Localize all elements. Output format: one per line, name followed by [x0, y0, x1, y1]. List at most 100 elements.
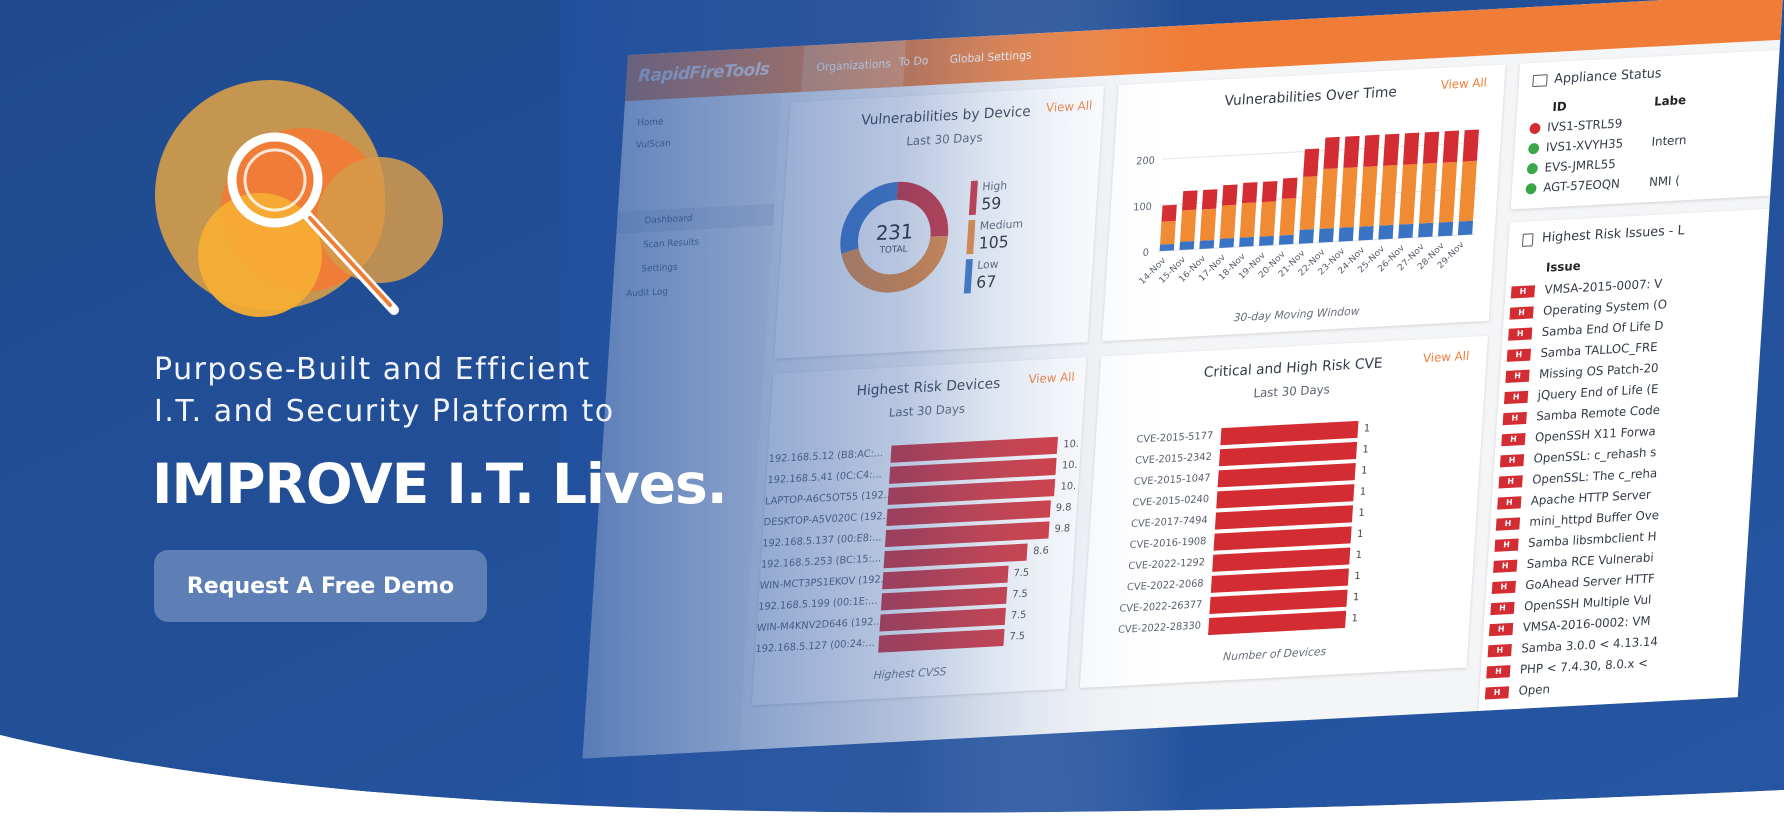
bar[interactable]: [1213, 526, 1352, 551]
sidebar-item-vulscan[interactable]: VulScan: [635, 138, 672, 151]
bar-segment: [1258, 235, 1274, 246]
appliance-row[interactable]: AGT-57EOQN NMI (: [1525, 173, 1680, 196]
y-tick-label: 100: [1133, 202, 1152, 214]
view-all-link[interactable]: View All: [1440, 75, 1488, 92]
tab-todo[interactable]: To Do: [898, 54, 929, 69]
bar-segment: [1323, 136, 1340, 169]
bar[interactable]: [1217, 463, 1356, 488]
bar-segment: [1442, 130, 1460, 163]
legend-label-medium: Medium: [979, 217, 1024, 233]
severity-badge: H: [1491, 580, 1517, 594]
appliance-row[interactable]: EVS-JMRL55: [1526, 156, 1617, 176]
bar-category-label: 192.168.5.41 (0C:C4:...: [767, 469, 883, 487]
hero-tagline-line2: I.T. and Security Platform to: [154, 394, 615, 429]
bar-segment: [1182, 190, 1198, 211]
card-highest-risk-devices: Highest Risk Devices Last 30 Days View A…: [751, 357, 1087, 706]
legend-label-low: Low: [976, 257, 999, 272]
legend-swatch-low: [963, 259, 973, 294]
sidebar-item-home[interactable]: Home: [636, 117, 664, 129]
severity-badge: H: [1494, 538, 1519, 552]
bar-segment: [1363, 134, 1380, 167]
view-all-link[interactable]: View All: [1028, 369, 1076, 387]
appliance-id: EVS-JMRL55: [1544, 156, 1617, 175]
bar-category-label: CVE-2016-1908: [1129, 536, 1207, 552]
bar-category-label: 192.168.5.12 (B8:AC:...: [768, 448, 884, 466]
bar-segment: [1378, 224, 1394, 240]
bar-value-label: 9.8: [1054, 523, 1071, 536]
issues-list: H VMSA-2015-0007: V H Operating System (O H S…: [1484, 209, 1769, 700]
bar-value-label: 1: [1360, 465, 1368, 477]
severity-badge: H: [1486, 664, 1511, 678]
bar[interactable]: [1212, 547, 1351, 572]
legend-value-high: 59: [980, 193, 1002, 214]
severity-badge: H: [1493, 559, 1518, 573]
clipboard-icon: [1521, 233, 1534, 247]
severity-badge: H: [1487, 643, 1512, 657]
bar[interactable]: [1220, 420, 1359, 446]
y-tick-label: 200: [1136, 155, 1155, 167]
request-demo-button[interactable]: Request A Free Demo: [154, 550, 487, 622]
bar[interactable]: [1218, 441, 1358, 467]
bar-segment: [1299, 176, 1318, 230]
bar[interactable]: [883, 543, 1028, 569]
bar-segment: [1179, 209, 1197, 242]
bar-category-label: 192.168.5.127 (00:24:...: [755, 637, 876, 656]
bar[interactable]: [1210, 568, 1349, 593]
hero-headline: IMPROVE I.T. Lives.: [152, 452, 728, 516]
bar-value-label: 1: [1353, 570, 1361, 583]
severity-badge: H: [1505, 369, 1530, 383]
bar-value-label: 1: [1359, 486, 1367, 498]
bar-segment: [1438, 161, 1458, 223]
bar[interactable]: [1216, 484, 1355, 509]
bar[interactable]: [1214, 505, 1354, 530]
bar-segment: [1239, 236, 1255, 247]
bar[interactable]: [882, 565, 1009, 590]
view-all-link[interactable]: View All: [1422, 348, 1470, 366]
magnifier-icon: [155, 80, 443, 317]
severity-badge: H: [1489, 622, 1514, 636]
bar[interactable]: [880, 586, 1007, 611]
bar[interactable]: [878, 628, 1005, 653]
card-vulnerabilities-over-time: Vulnerabilities Over Time View All 0 100 2…: [1102, 64, 1506, 342]
tab-global-settings[interactable]: Global Settings: [949, 48, 1033, 66]
sidebar-item-settings[interactable]: Settings: [641, 262, 678, 275]
panel-title: Highest Risk Issues - L: [1541, 223, 1686, 246]
bar-category-label: WIN-M4KNV2D646 (192...: [756, 616, 884, 635]
column-header-id: ID: [1552, 99, 1568, 115]
bar-segment: [1179, 241, 1195, 251]
appliance-row[interactable]: IVS1-XVYH35 Intern: [1527, 133, 1687, 155]
bar-segment: [1221, 184, 1238, 206]
severity-badge: H: [1498, 474, 1523, 489]
bar-segment: [1298, 229, 1314, 244]
issue-name: Open: [1518, 682, 1551, 698]
view-all-link[interactable]: View All: [1045, 98, 1093, 115]
sidebar-item-audit-log[interactable]: Audit Log: [625, 287, 669, 300]
bar[interactable]: [1209, 589, 1348, 615]
bar-value-label: 7.5: [1009, 630, 1026, 643]
bar-segment: [1199, 239, 1215, 249]
bar-segment: [1383, 133, 1400, 166]
bar-segment: [1219, 237, 1235, 248]
bar-segment: [1359, 166, 1378, 227]
bar-category-label: CVE-2022-2068: [1126, 578, 1204, 594]
bar[interactable]: [879, 607, 1006, 632]
bar-category-label: CVE-2022-26377: [1119, 599, 1203, 615]
appliance-row[interactable]: IVS1-STRL59: [1529, 116, 1623, 135]
cve-chart: CVE-2015-5177 1 CVE-2015-2342 1 CVE-2015-104…: [1082, 414, 1483, 656]
y-tick-label: 0: [1142, 248, 1149, 259]
bar-segment: [1201, 189, 1218, 210]
legend-value-low: 67: [975, 271, 997, 292]
donut-total: 231: [875, 219, 915, 246]
status-dot-offline: [1529, 122, 1541, 135]
card-vulnerabilities-by-device: Vulnerabilities by Device Last 30 Days V…: [774, 85, 1105, 359]
sidebar-item-scan-results[interactable]: Scan Results: [642, 237, 700, 251]
bar-category-label: CVE-2015-1047: [1133, 472, 1211, 488]
severity-badge: H: [1506, 348, 1532, 362]
tab-organizations[interactable]: Organizations: [801, 40, 907, 92]
panel-title: Appliance Status: [1553, 66, 1662, 87]
bar-value-label: 1: [1363, 423, 1371, 435]
severity-badge: H: [1484, 685, 1510, 700]
bar[interactable]: [1208, 610, 1347, 636]
appliance-icon: [1532, 74, 1548, 88]
